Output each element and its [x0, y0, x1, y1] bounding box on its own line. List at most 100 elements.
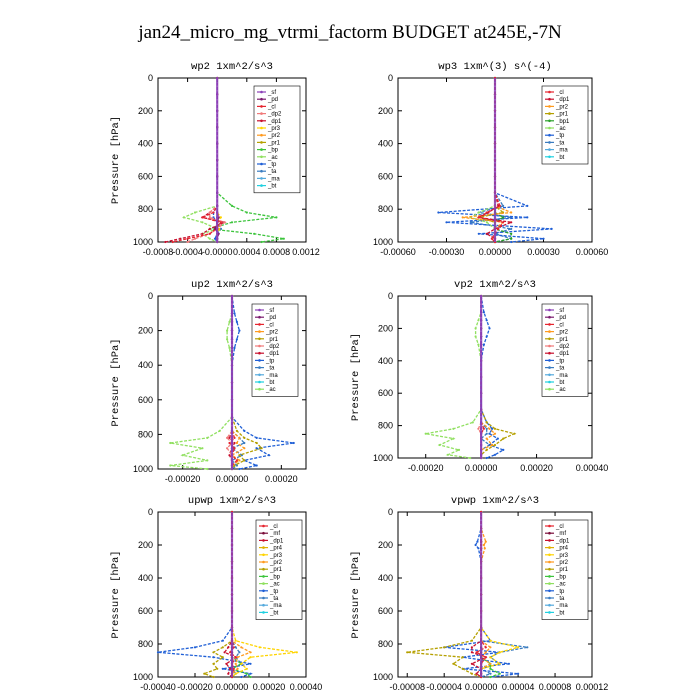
data-point-cl [485, 211, 488, 214]
y-tick-label: 600 [378, 171, 393, 181]
data-point-ac [226, 338, 229, 341]
x-tick-label: 0.00020 [265, 474, 298, 484]
legend-marker [260, 169, 263, 173]
data-point-ac [452, 437, 455, 440]
legend-label: _sf [265, 308, 274, 314]
legend-label: _dp1 [555, 351, 570, 357]
data-point-pr1 [485, 421, 488, 424]
legend-marker [260, 141, 263, 144]
y-tick-label: 200 [138, 540, 153, 550]
data-point-ac [474, 327, 477, 330]
legend-label: _tp [265, 358, 275, 364]
data-point-tp [517, 672, 520, 675]
plot-frame [397, 295, 593, 459]
legend-label: _pr3 [269, 553, 283, 559]
data-point-tp [233, 346, 236, 349]
data-point-pr2 [234, 662, 237, 665]
y-tick-label: 200 [138, 326, 153, 336]
legend-marker [258, 373, 261, 377]
legend-label: _bt [267, 184, 277, 190]
data-point-pr3 [234, 639, 237, 642]
data-point-pr1 [212, 662, 215, 665]
legend-label: _ac [555, 387, 566, 393]
legend-label: _pr4 [555, 546, 569, 552]
data-point-bp [245, 211, 248, 214]
data-point-pr1 [443, 646, 446, 649]
legend-label: _tp [555, 358, 565, 364]
series-line-pr1 [202, 512, 233, 678]
legend-marker [548, 133, 551, 137]
series-line-ac [181, 78, 219, 243]
series-line-tp [157, 512, 254, 678]
data-point-tp [485, 335, 488, 338]
data-point-ac [226, 329, 229, 332]
series-group [406, 510, 529, 679]
data-point-tp [235, 320, 238, 323]
y-tick-label: 600 [378, 606, 393, 616]
y-tick-label: 1000 [133, 672, 153, 682]
data-point-tp [235, 338, 238, 341]
data-point-cl [477, 216, 480, 219]
series-line-pr2 [231, 512, 253, 677]
data-point-dp2 [208, 216, 211, 219]
data-point-tp [238, 467, 241, 471]
data-point-bp [253, 232, 256, 235]
legend-label: _pr1 [265, 337, 279, 343]
legend-marker [262, 589, 265, 593]
legend-marker [260, 126, 263, 130]
legend-label: _pr3 [267, 126, 281, 132]
y-tick-label: 800 [378, 639, 393, 649]
data-point-pr1 [255, 441, 258, 445]
x-tick-label: 0.00000 [216, 682, 249, 692]
data-point-cl [498, 204, 501, 207]
legend-label: _ta [269, 596, 279, 602]
legend-label: _bt [555, 155, 565, 161]
data-point-cl [171, 240, 174, 244]
legend: _cl_mf_dp1 _pr4_pr3_pr2_pr1_bp _ac_tp_ta_m… [541, 519, 589, 620]
series-line-cl [228, 296, 238, 469]
legend-label: _ac [555, 126, 566, 132]
data-point-dp2 [193, 237, 197, 240]
x-tick-label: 0.00004 [502, 682, 535, 692]
panels: wp2 1xm^2/s^3 Pressure [hPa] 0 200 400 600 800… [110, 61, 608, 692]
legend-marker [548, 380, 551, 384]
y-tick-label: 200 [378, 323, 393, 333]
legend-marker [258, 308, 261, 312]
y-tick-label: 200 [138, 106, 153, 116]
data-point-pr1 [221, 656, 224, 659]
data-point-pr1 [260, 447, 263, 450]
data-point-ta [243, 441, 246, 445]
legend-label: _ta [555, 366, 565, 372]
data-point-ac [477, 319, 480, 322]
y-tick-label: 400 [138, 573, 153, 583]
legend-marker [548, 366, 551, 369]
y-tick-label: 600 [138, 395, 153, 405]
data-point-tp [193, 646, 197, 649]
x-tick-label: -0.0008 [143, 247, 174, 257]
data-point-dp2 [226, 447, 229, 450]
legend-marker [262, 546, 265, 549]
data-point-tp [488, 327, 491, 330]
legend-label: _bt [555, 610, 565, 616]
legend-marker [258, 337, 261, 341]
legend-marker [548, 560, 551, 564]
data-point-pr1 [461, 656, 464, 659]
data-point-bp [249, 675, 252, 679]
data-point-dp2 [208, 211, 211, 214]
x-tick-label: 0.0008 [263, 247, 291, 257]
legend-label: _cl [265, 322, 274, 328]
legend-marker [548, 596, 551, 600]
data-point-cl [219, 221, 222, 224]
y-tick-label: 400 [138, 139, 153, 149]
data-point-cl [490, 237, 493, 240]
data-point-pr1 [212, 651, 215, 654]
data-point-pr3 [249, 656, 252, 659]
x-tick-label: -0.00060 [380, 247, 416, 257]
data-point-pr2 [489, 646, 492, 649]
data-point-pr2 [491, 443, 494, 447]
data-point-cl [233, 447, 236, 450]
data-point-tp [249, 672, 252, 675]
y-tick-label: 1000 [133, 464, 153, 474]
data-point-ac [469, 456, 472, 460]
legend-marker [260, 148, 263, 151]
